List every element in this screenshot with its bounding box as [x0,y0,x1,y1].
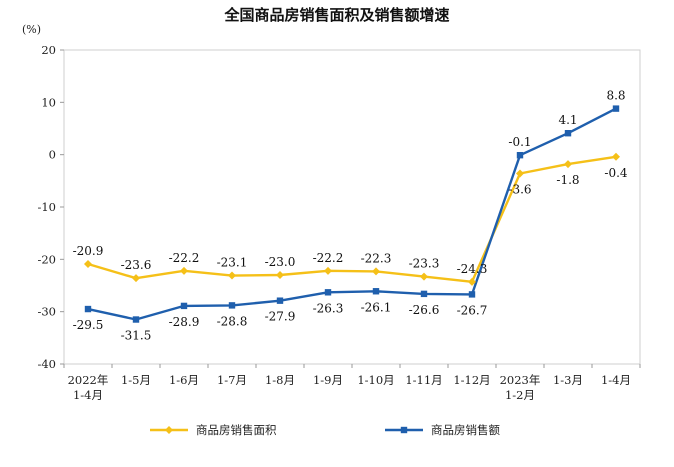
series-1-data-label: -3.6 [508,183,531,197]
chart-title: 全国商品房销售面积及销售额增速 [223,6,449,24]
series-1-point [564,160,572,169]
series-2-point [180,302,188,310]
series-1-point [468,277,476,286]
y-tick-label: -40 [37,357,56,371]
series-2-point [612,105,620,112]
series-2-data-label: 8.8 [606,89,625,103]
series-2-point [132,316,140,323]
series-1-data-label: -22.2 [313,251,344,265]
series-1-data-label: -22.2 [169,251,200,265]
series-1-data-label: -23.6 [121,258,152,272]
y-tick-label: -20 [37,252,56,266]
legend: 商品房销售面积 商品房销售额 [150,423,500,437]
series-2-point [516,151,524,159]
x-tick-label: 1-7月 [217,373,247,387]
x-tick-label: 1-9月 [313,373,343,387]
series-1-point [372,267,380,276]
series-2-data-label: -27.9 [265,310,296,324]
series-1-point [420,272,428,281]
series-1-point [132,274,140,283]
series-1-data-label: -23.0 [265,255,296,269]
series-line-1 [87,155,617,283]
y-axis-unit-label: (%) [22,23,41,36]
series-layer: -20.9 -23.6 -22.2 -23.1 -23.0 -22.2 -22.3 -23.3… [73,89,628,343]
x-tick-label: 1-10月 [357,373,394,387]
y-tick-label: 20 [41,43,56,57]
x-tick-label: 1-5月 [121,373,151,387]
series-2-data-label: -29.5 [73,318,104,332]
x-tick-label: 1-2月 [505,388,535,402]
series-2-data-label: -31.5 [121,329,152,343]
x-tick-label: 1-8月 [265,373,295,387]
y-tick-label: -30 [37,305,56,319]
x-tick-label: 1-3月 [553,373,583,387]
y-tick-label: 10 [41,95,56,109]
x-tick-label: 2022年 [68,373,109,387]
series-1-data-label: -23.3 [409,257,440,271]
series-1-data-label: -20.9 [73,244,104,258]
series-2-data-label: -26.6 [409,303,440,317]
series-1-data-label: -22.3 [361,251,392,265]
series-2-point [372,288,380,295]
y-tick-label: -10 [37,200,56,214]
series-1-point [516,169,524,178]
x-tick-label: 1-12月 [453,373,490,387]
legend-marker-diamond [165,426,173,434]
series-2-data-label: -0.1 [508,135,531,149]
legend-label: 商品房销售额 [431,423,500,437]
series-1-point [84,260,92,269]
series-2-point [420,290,428,298]
legend-label: 商品房销售面积 [196,423,277,437]
series-2-point [564,130,572,137]
y-axis: 20 10 0 -10 -20 -30 -40 [37,43,64,371]
series-1-data-label: -24.3 [457,262,488,276]
series-line-2 [87,107,617,321]
plot-area-frame [63,49,641,365]
series-2-point [324,289,332,296]
series-1-point [324,266,332,275]
legend-marker-square [400,426,408,434]
x-tick-label: 1-6月 [169,373,199,387]
series-1-data-label: -0.4 [604,166,628,180]
series-2-point [468,291,476,298]
series-2-data-label: -26.7 [457,303,488,317]
series-2-data-label: 4.1 [558,113,577,127]
series-2-data-label: -28.8 [217,314,248,328]
series-1-data-label: -1.8 [556,173,579,187]
x-tick-label: 1-11月 [405,373,442,387]
series-2-data-label: -26.3 [313,301,344,315]
series-2-data-label: -28.9 [169,315,200,329]
series-2-point [84,305,92,313]
x-tick-label: 2023年 [500,373,541,387]
series-1-point [180,266,188,275]
series-1-data-label: -23.1 [217,256,248,270]
series-1-point [228,271,236,280]
series-1-point [276,271,284,280]
series-1-point [612,152,620,161]
x-tick-label: 1-4月 [601,373,631,387]
y-tick-label: 0 [49,148,56,162]
x-tick-label: 1-4月 [73,388,103,402]
series-2-data-label: -26.1 [361,300,392,314]
series-2-point [276,297,284,304]
series-2-point [228,302,236,309]
